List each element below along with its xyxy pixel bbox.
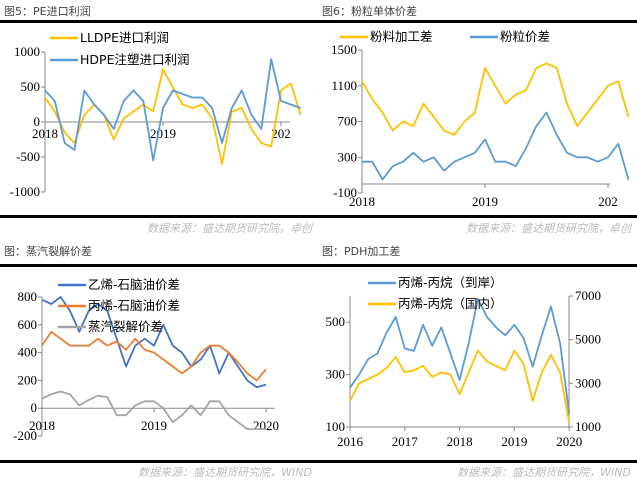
- x-tick-label: 2020: [253, 418, 279, 433]
- chart-pe-import-profit: 1000 500 0 -500 -1000 2018 2019 202 LLDPE进口利润 HDP…: [10, 30, 302, 199]
- y2-tick-label: 3000: [575, 375, 601, 390]
- source-note: 数据来源：盛达期货研究院，WIND: [138, 466, 312, 479]
- x-tick-label: 2018: [349, 194, 375, 209]
- chart-title: 图：蒸汽裂解价差: [4, 245, 92, 258]
- chart-title: 图：PDH加工差: [322, 245, 401, 258]
- y-tick-label: 1000: [14, 44, 40, 59]
- y-tick-label: 400: [18, 345, 38, 360]
- source-note: 数据来源：盛达期货研究院，卓创: [147, 222, 312, 235]
- series-line-0: [349, 297, 571, 415]
- divider: [0, 460, 318, 463]
- source-note: 数据来源：盛达期货研究院，卓创: [466, 222, 631, 235]
- divider: [0, 20, 318, 23]
- x-tick-label: 2019: [141, 418, 167, 433]
- legend-label: 丙烯-石脑油价差: [88, 298, 180, 313]
- series-line-1: [44, 58, 301, 162]
- y-tick-label: -200: [13, 428, 37, 443]
- y-tick-label: -100: [333, 185, 357, 200]
- chart-title: 图6：粉粒单体价差: [322, 5, 417, 18]
- legend-label: 蒸汽裂解价差: [88, 319, 163, 334]
- x-tick-label: 2020: [556, 434, 582, 449]
- y-tick-label: 200: [18, 372, 38, 387]
- y2-tick-label: 5000: [575, 332, 601, 347]
- x-tick-label: 202: [598, 194, 618, 209]
- legend-label: 丙烯-丙烷（到岸）: [398, 275, 503, 290]
- x-tick-label: 2019: [472, 194, 498, 209]
- x-tick-label: 2019: [501, 434, 527, 449]
- y-tick-label: 500: [326, 314, 346, 329]
- series-line-0: [44, 68, 302, 165]
- x-tick-label: 2018: [32, 126, 58, 141]
- y-tick-label: 1500: [331, 42, 357, 57]
- x-tick-label: 2019: [150, 126, 176, 141]
- chart-pdh-margin: 500 300 100 7000 5000 3000 1000 2016 2017 2018 201…: [326, 275, 602, 449]
- chart-panel-pdh-margin: 图：PDH加工差 500 300 100 7000 5000 3000 1000 2016 20…: [318, 240, 637, 479]
- legend-label: HDPE注塑进口利润: [80, 52, 189, 67]
- y-tick-label: 0: [31, 400, 38, 415]
- chart-title: 图5：PE进口利润: [4, 5, 91, 18]
- y-tick-label: 0: [34, 114, 41, 129]
- divider: [0, 264, 318, 267]
- legend-label: 丙烯-丙烷（国内）: [398, 296, 503, 311]
- chart-panel-powder-pellet-spread: 图6：粉粒单体价差 1500 1100 700 300 -100 2018 2019 202 粉…: [318, 0, 637, 238]
- y-tick-label: 100: [326, 419, 346, 434]
- legend-label: 粉粒价差: [500, 29, 550, 44]
- y2-tick-label: 7000: [575, 288, 601, 303]
- y-tick-label: 700: [338, 114, 358, 129]
- x-tick-label: 2018: [29, 418, 55, 433]
- y-tick-label: 800: [18, 289, 38, 304]
- y-tick-label: 1100: [331, 78, 357, 93]
- chart-panel-steam-cracking-spread: 图：蒸汽裂解价差 800 600 400 200 0 -200 2018 2019 2020 乙烯…: [0, 240, 318, 479]
- x-tick-label: 2016: [337, 434, 364, 449]
- chart-panel-pe-import-profit: 图5：PE进口利润 1000 500 0 -500 -1000 2018 2019 202 LL…: [0, 0, 318, 238]
- series-line-2: [41, 390, 266, 431]
- series-line-1: [349, 349, 571, 423]
- y-tick-label: -500: [16, 149, 40, 164]
- legend-label: LLDPE进口利润: [80, 30, 169, 45]
- divider: [318, 460, 637, 463]
- legend-label: 乙烯-石脑油价差: [88, 277, 180, 292]
- series-line-1: [362, 111, 630, 181]
- y2-tick-label: 1000: [575, 419, 601, 434]
- y-tick-label: 500: [21, 79, 41, 94]
- y-tick-label: 300: [326, 367, 346, 382]
- series-line-0: [361, 62, 630, 136]
- divider: [0, 215, 318, 218]
- source-note: 数据来源：盛达期货研究院，WIND: [457, 466, 631, 479]
- series-line-1: [41, 330, 267, 382]
- legend-label: 粉料加工差: [370, 29, 433, 44]
- divider: [318, 215, 637, 218]
- y-tick-label: -1000: [10, 184, 40, 199]
- x-tick-label: 2017: [392, 434, 419, 449]
- x-tick-label: 202: [271, 126, 291, 141]
- divider: [318, 20, 637, 23]
- x-tick-label: 2018: [447, 434, 473, 449]
- y-tick-label: 600: [18, 317, 38, 332]
- y-tick-label: 300: [338, 149, 358, 164]
- divider: [318, 264, 637, 267]
